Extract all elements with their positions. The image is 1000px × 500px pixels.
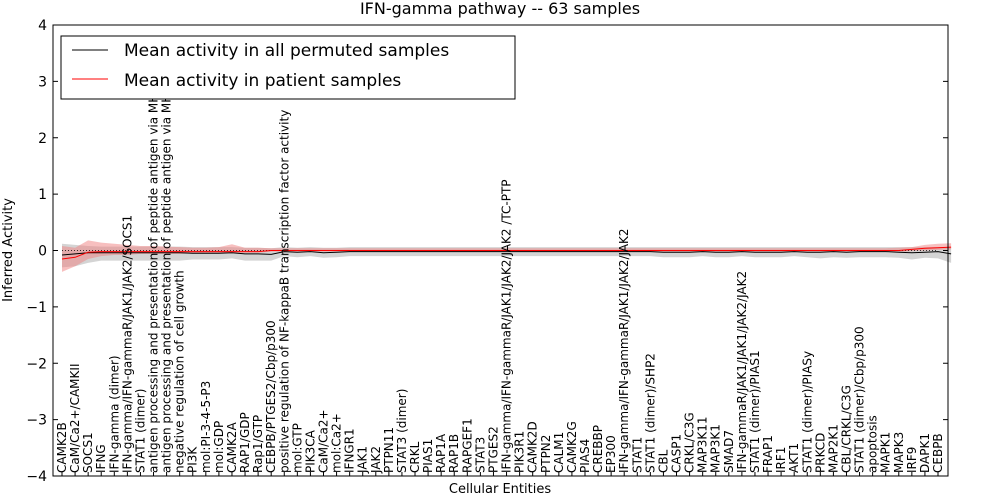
x-tick-label: IRF9 — [905, 447, 919, 473]
x-tick-label: PIAS1 — [421, 439, 435, 473]
x-tick-label: JAK2 — [369, 446, 383, 474]
x-tick-label: STAT3 (dimer) — [395, 389, 409, 473]
x-tick-label: CEBPB — [931, 433, 945, 473]
x-tick-label: PTPN2 — [539, 435, 553, 473]
x-tick-label: antigen processing and presentation of p… — [147, 44, 161, 473]
chart-title: IFN-gamma pathway -- 63 samples — [360, 0, 640, 18]
x-tick-label: JAK1 — [356, 446, 370, 474]
x-tick-label: STAT1 (dimer) — [133, 389, 147, 473]
x-tick-label: AKT1 — [787, 443, 801, 473]
y-tick-label: −4 — [26, 469, 47, 485]
x-tick-label: CBL — [656, 449, 670, 473]
x-tick-label: RAPGEF1 — [460, 418, 474, 473]
y-tick-label: 1 — [38, 187, 47, 203]
legend-label-permuted: Mean activity in all permuted samples — [124, 41, 449, 61]
legend: Mean activity in all permuted samples Me… — [60, 35, 516, 100]
y-tick-label: −1 — [26, 300, 47, 316]
x-tick-label: CRKL/C3G — [683, 412, 697, 473]
x-tick-label: IFN-gammaR/JAK1/JAK1/JAK2/JAK2 — [735, 271, 749, 473]
x-tick-label: STAT1 — [630, 437, 644, 473]
x-tick-label: SMAD7 — [722, 430, 736, 473]
x-tick-label: PTPN11 — [382, 427, 396, 473]
x-tick-label: PIK3R1 — [513, 431, 527, 473]
x-tick-label: CaM/Ca2+/CAMKII — [68, 364, 82, 473]
x-tick-label: positive regulation of NF-kappaB transcr… — [277, 110, 291, 473]
plot-frame — [52, 24, 949, 477]
x-tick-label: CALM1 — [552, 432, 566, 473]
y-tick-label: 0 — [38, 244, 47, 260]
x-tick-label: IFN-gamma/IFN-gammaR/JAK1/JAK2/JAK2 /TC-… — [500, 179, 514, 473]
permuted-mean-line — [61, 251, 952, 256]
x-tick-label: mol:GDP — [212, 421, 226, 473]
x-tick-label: IFN-gamma/IFN-gammaR/JAK1/JAK2/SOCS1 — [120, 215, 134, 473]
x-tick-labels: CAMK2B CaM/Ca2+/CAMKII SOCS1 IFNG IFN-gamma … — [55, 41, 945, 476]
x-tick-label: SOCS1 — [81, 432, 95, 473]
x-tick-label: MAPK3 — [892, 432, 906, 473]
x-tick-label: CaM/Ca2+ — [317, 409, 331, 473]
x-tick-label: CAMK2G — [565, 421, 579, 473]
x-tick-label: CBL/CRKL/C3G — [840, 385, 854, 473]
x-tick-label: IFN-gamma/IFN-gammaR/JAK1/JAK2/JAK2 — [617, 228, 631, 473]
x-tick-label: mol:GTP — [290, 423, 304, 473]
x-tick-label: STAT1 (dimer)/PIASy — [800, 351, 814, 473]
legend-box — [60, 35, 516, 100]
x-tick-label: RAP1B — [447, 434, 461, 473]
y-ticks: 4 3 2 1 0 −1 −2 −3 −4 — [26, 18, 948, 485]
x-tick-label: antigen processing and presentation of p… — [160, 41, 174, 473]
x-tick-label: IFN-gamma (dimer) — [107, 355, 121, 473]
x-tick-label: PIK3CA — [303, 429, 317, 473]
legend-label-patient: Mean activity in patient samples — [124, 71, 401, 91]
x-tick-label: STAT1 (dimer)/Cbp/p300 — [853, 326, 867, 473]
y-tick-label: −2 — [26, 356, 47, 372]
x-tick-label: RAP1A — [434, 433, 448, 473]
x-tick-label: CASP1 — [670, 434, 684, 473]
x-tick-label: EP300 — [604, 435, 618, 473]
x-tick-label: IRF1 — [774, 447, 788, 473]
x-tick-label: MAPK1 — [879, 432, 893, 473]
x-tick-label: IFNGR1 — [343, 428, 357, 473]
y-tick-label: 4 — [38, 18, 47, 34]
x-tick-label: apoptosis — [866, 415, 880, 473]
x-tick-label: mol:Ca2+ — [330, 413, 344, 473]
x-tick-label: mol:PI-3-4-5-P3 — [199, 381, 213, 473]
x-tick-label: FRAP1 — [761, 435, 775, 473]
y-tick-label: 3 — [38, 74, 47, 90]
x-tick-label: CRKL — [408, 441, 422, 473]
x-tick-label: PIAS4 — [578, 439, 592, 473]
x-tick-label: STAT3 — [473, 437, 487, 473]
x-tick-label: CAMK2B — [55, 422, 69, 473]
y-tick-label: −3 — [26, 413, 47, 429]
x-tick-label: DAPK1 — [918, 433, 932, 473]
x-tick-label: PRKCD — [813, 433, 827, 473]
x-tick-label: CAMK2D — [526, 421, 540, 473]
x-tick-label: IFNG — [94, 444, 108, 473]
x-tick-label: PI3K — [186, 446, 200, 473]
x-tick-label: MAP3K11 — [696, 416, 710, 473]
confidence-bands — [62, 240, 952, 272]
x-tick-label: negative regulation of cell growth — [173, 270, 187, 473]
x-tick-label: Rap1/GTP — [251, 415, 265, 473]
patient-band — [62, 240, 952, 272]
x-tick-label: STAT1 (dimer)/SHP2 — [643, 353, 657, 473]
x-tick-label: CREBBP — [591, 425, 605, 473]
x-tick-label: STAT1 (dimer)/PIAS1 — [748, 350, 762, 473]
x-tick-label: PTGES2 — [487, 426, 501, 473]
x-axis-label: Cellular Entities — [449, 482, 551, 497]
series-lines — [61, 246, 952, 260]
x-tick-label: CAMK2A — [225, 422, 239, 473]
x-tick-label: MAP2K1 — [826, 424, 840, 473]
x-tick-label: RAP1/GDP — [238, 412, 252, 473]
patient-mean-line — [61, 246, 952, 260]
y-axis-label: Inferred Activity — [1, 198, 16, 302]
x-tick-label: MAP3K1 — [709, 424, 723, 473]
y-tick-label: 2 — [38, 131, 47, 147]
x-tick-label: CEBPB/PTGES2/Cbp/p300 — [264, 320, 278, 473]
